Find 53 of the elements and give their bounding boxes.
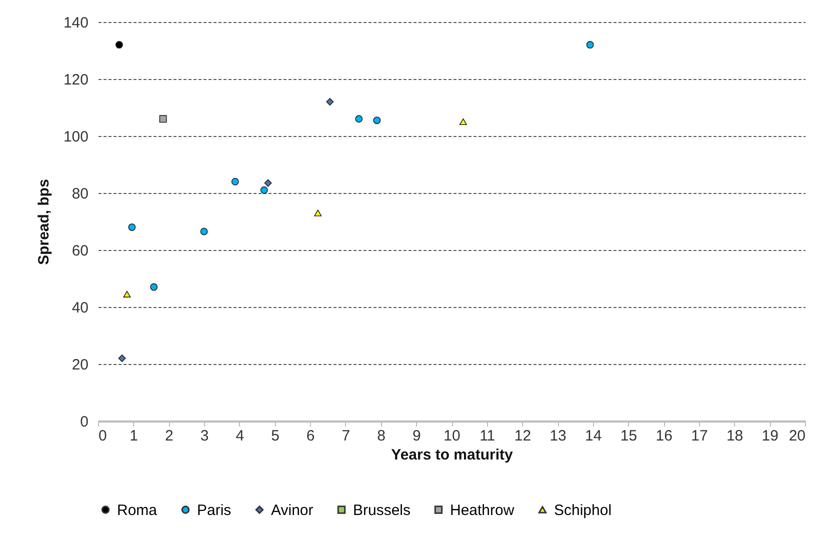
x-tick-label: 11 <box>480 428 496 444</box>
x-tick-label: 5 <box>271 428 280 444</box>
point <box>115 41 123 49</box>
point <box>260 186 268 194</box>
legend-label: Avinor <box>271 502 314 519</box>
x-tick-label: 6 <box>306 428 315 444</box>
x-tick-label: 15 <box>620 428 638 444</box>
point <box>355 115 363 123</box>
y-tick-label: 60 <box>72 242 88 260</box>
x-tick-label: 1 <box>130 428 138 444</box>
point <box>264 179 272 187</box>
y-tick-label: 80 <box>72 186 88 202</box>
point <box>326 98 334 106</box>
point <box>459 118 467 126</box>
x-tick-label: 18 <box>726 428 744 444</box>
x-tick-label: 13 <box>550 428 566 444</box>
x-tick-label: 20 <box>788 428 806 444</box>
point <box>314 210 322 216</box>
x-tick-label: 9 <box>412 428 421 444</box>
point <box>373 116 381 124</box>
legend-label: Schiphol <box>554 502 612 519</box>
legend-label: Heathrow <box>450 502 514 519</box>
x-tick-label: 4 <box>236 428 244 444</box>
point <box>123 290 131 298</box>
legend-label: Roma <box>117 502 158 519</box>
point <box>231 178 239 186</box>
x-tick-label: 3 <box>200 428 209 444</box>
x-tick-label: 19 <box>762 428 778 444</box>
y-tick-label: 120 <box>63 72 88 88</box>
point <box>200 228 208 236</box>
x-tick-label: 12 <box>514 428 532 444</box>
point <box>586 41 594 49</box>
y-tick-label: 40 <box>72 300 88 316</box>
y-axis-title: Spread, bps <box>35 179 52 265</box>
legend-label: Paris <box>197 502 232 519</box>
x-tick-label: 0 <box>98 428 107 444</box>
x-axis-title: Years to maturity <box>391 446 514 464</box>
x-tick-label: 7 <box>342 428 350 444</box>
x-tick-label: 16 <box>656 428 672 444</box>
x-tick-label: 10 <box>444 428 460 444</box>
y-tick-label: 0 <box>80 414 88 430</box>
x-tick-label: 8 <box>377 428 386 444</box>
point <box>159 115 167 123</box>
point <box>150 283 158 291</box>
point <box>118 354 126 362</box>
y-tick-label: 140 <box>63 14 88 32</box>
y-tick-label: 100 <box>63 128 88 146</box>
x-tick-label: 17 <box>691 428 708 444</box>
legend-label: Brussels <box>353 502 411 519</box>
point <box>128 223 136 231</box>
y-tick-label: 20 <box>72 356 88 374</box>
x-tick-label: 2 <box>165 428 174 444</box>
x-tick-label: 14 <box>585 428 602 444</box>
